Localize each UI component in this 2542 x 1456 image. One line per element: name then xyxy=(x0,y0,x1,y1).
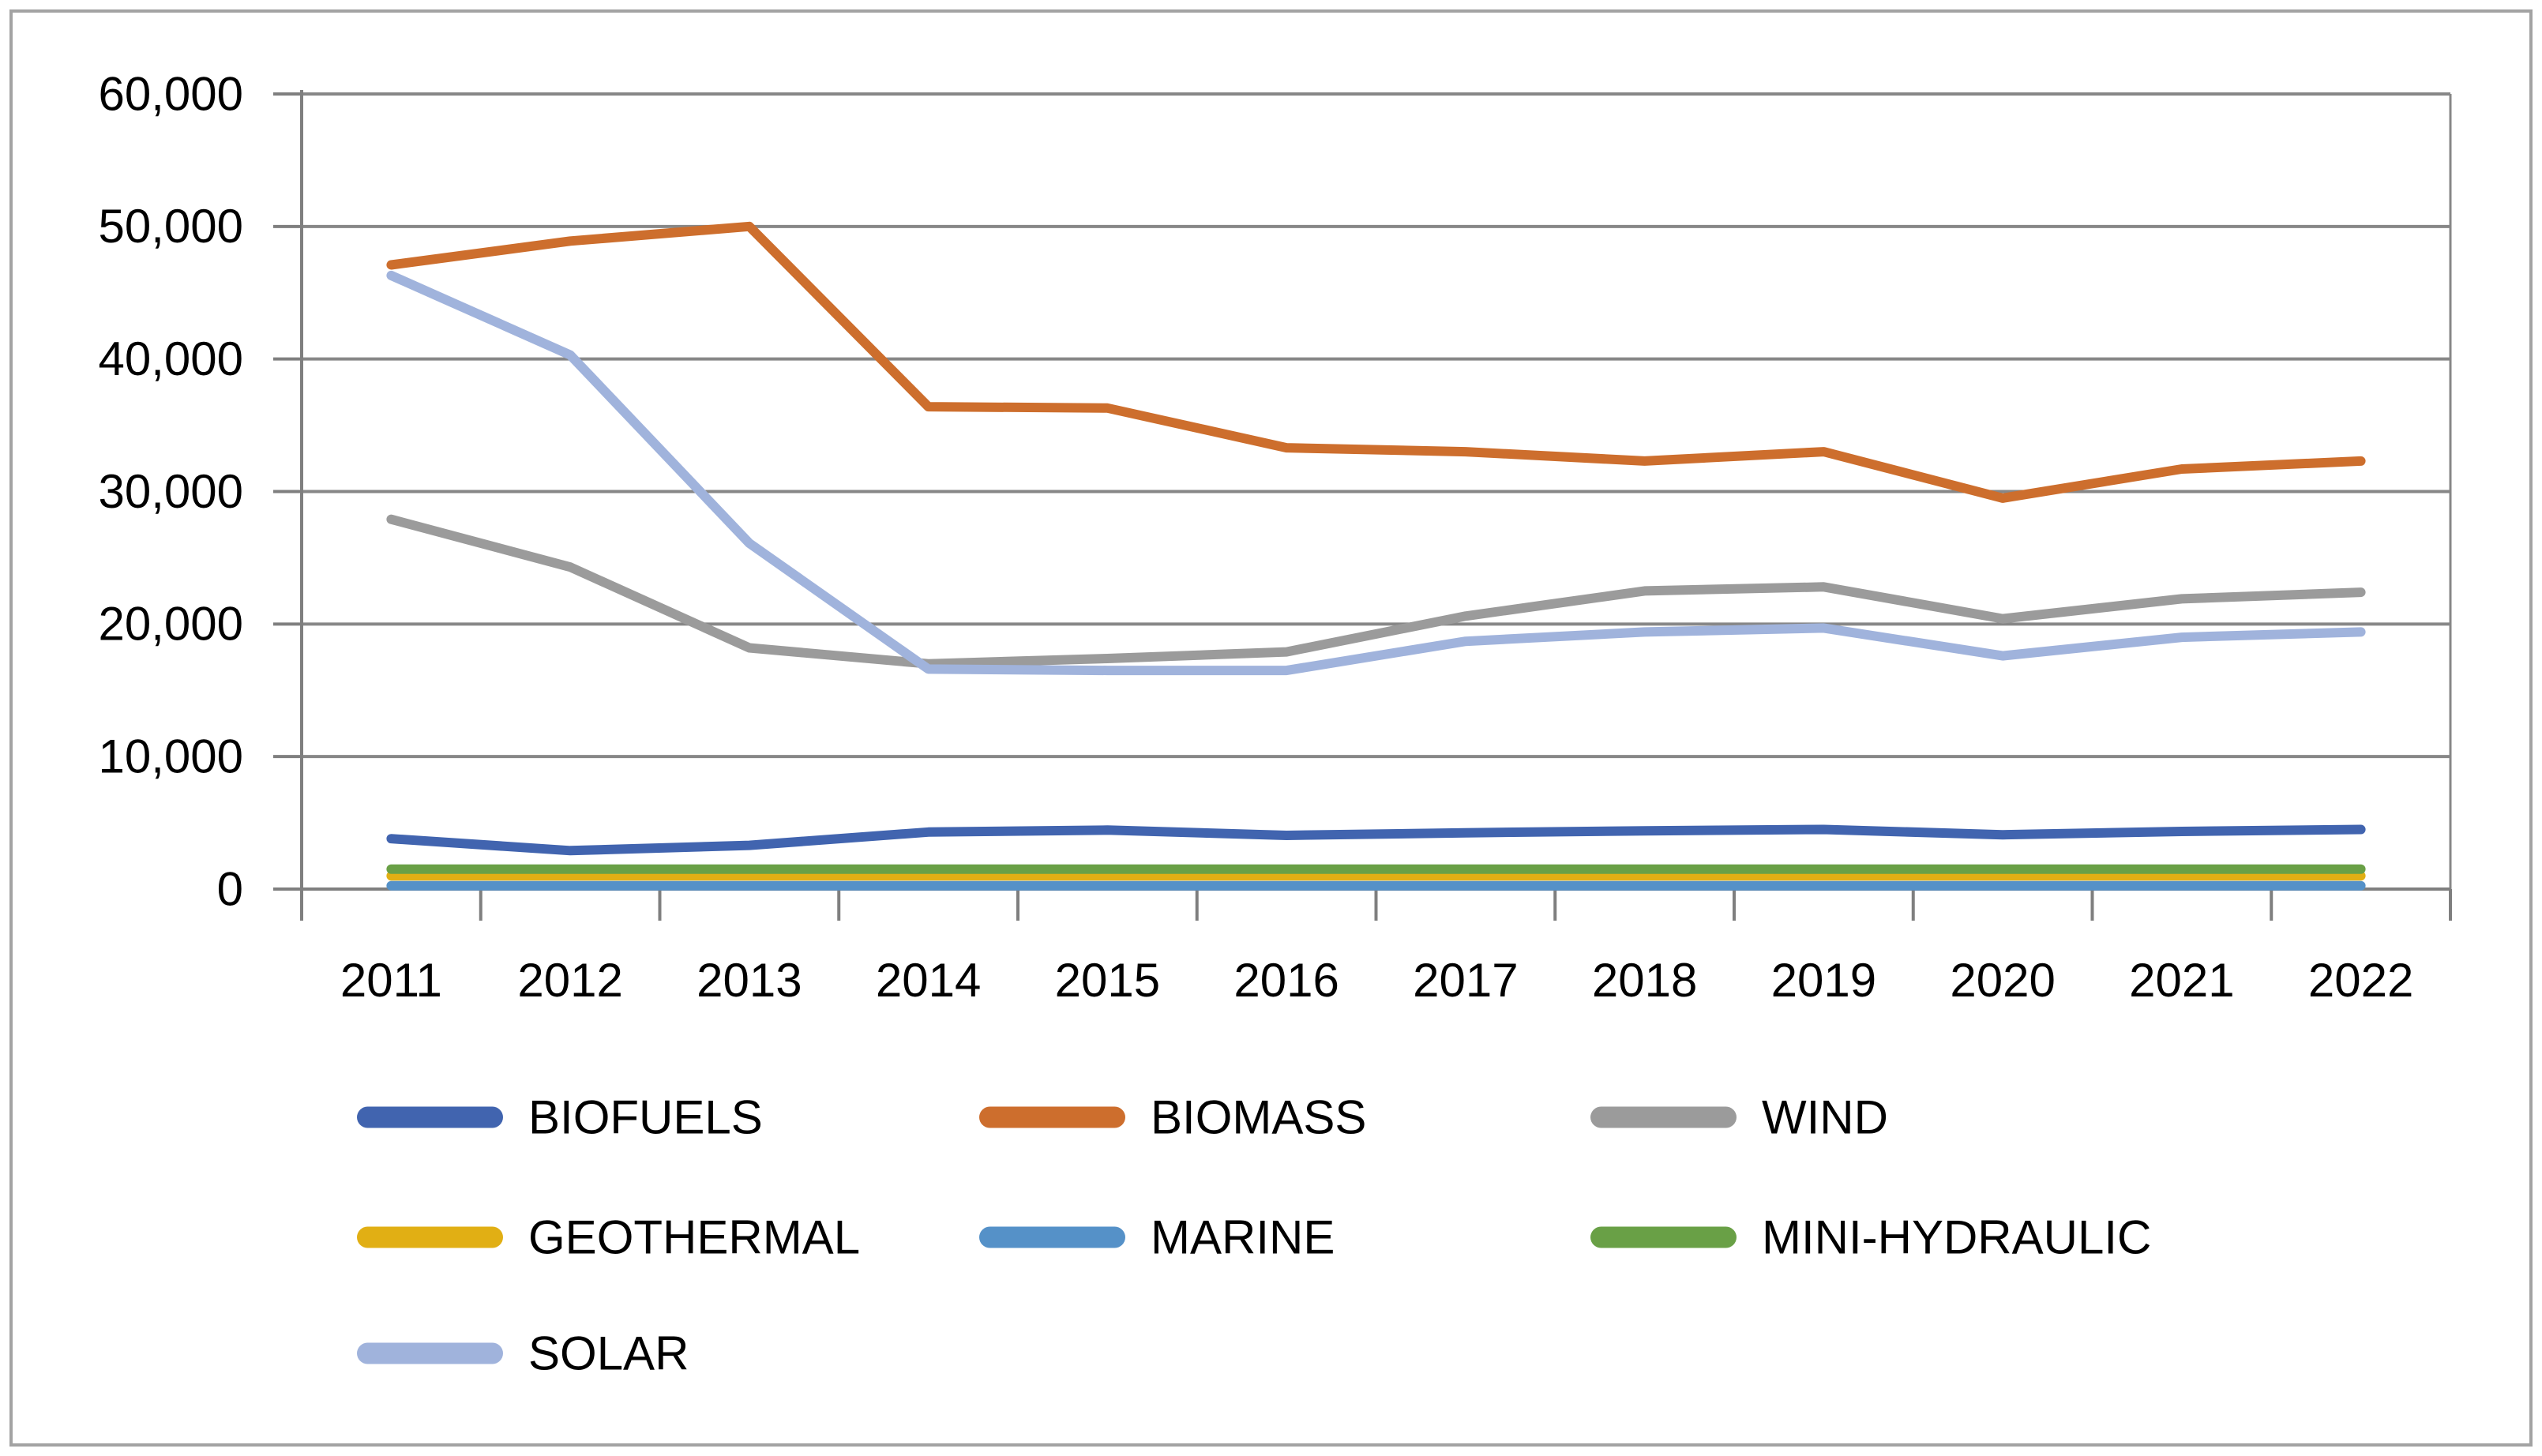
legend-label-solar: SOLAR xyxy=(528,1327,689,1379)
y-axis-label: 0 xyxy=(217,862,243,915)
x-axis-label: 2016 xyxy=(1233,954,1339,1007)
x-axis-label: 2011 xyxy=(340,954,442,1007)
series-line-biofuels xyxy=(386,824,2366,856)
x-axis-label: 2014 xyxy=(876,954,981,1007)
x-axis-label: 2019 xyxy=(1771,954,1876,1007)
legend-label-biomass: BIOMASS xyxy=(1151,1090,1366,1143)
series-line-wind xyxy=(386,514,2366,669)
x-axis-label: 2022 xyxy=(2308,954,2413,1007)
legend-label-marine: MARINE xyxy=(1151,1210,1335,1263)
legend-label-wind: WIND xyxy=(1762,1090,1888,1143)
series-line-solar xyxy=(386,270,2366,676)
x-axis-label: 2012 xyxy=(517,954,622,1007)
x-axis-label: 2018 xyxy=(1592,954,1697,1007)
legend-label-mini-hydraulic: MINI-HYDRAULIC xyxy=(1762,1210,2151,1263)
series-line-biomass xyxy=(386,221,2366,503)
y-axis-label: 20,000 xyxy=(98,598,243,651)
y-axis-label: 40,000 xyxy=(98,332,243,385)
x-axis-label: 2017 xyxy=(1413,954,1518,1007)
x-axis-label: 2015 xyxy=(1055,954,1160,1007)
y-axis-label: 60,000 xyxy=(98,67,243,120)
y-axis-label: 50,000 xyxy=(98,200,243,253)
y-axis-label: 30,000 xyxy=(98,465,243,518)
legend-label-biofuels: BIOFUELS xyxy=(528,1090,763,1143)
x-axis-label: 2020 xyxy=(1950,954,2055,1007)
y-axis-label: 10,000 xyxy=(98,730,243,783)
x-axis-label: 2021 xyxy=(2129,954,2234,1007)
figure-border xyxy=(9,9,2533,1447)
legend-label-geothermal: GEOTHERMAL xyxy=(528,1210,860,1263)
x-axis-label: 2013 xyxy=(697,954,802,1007)
